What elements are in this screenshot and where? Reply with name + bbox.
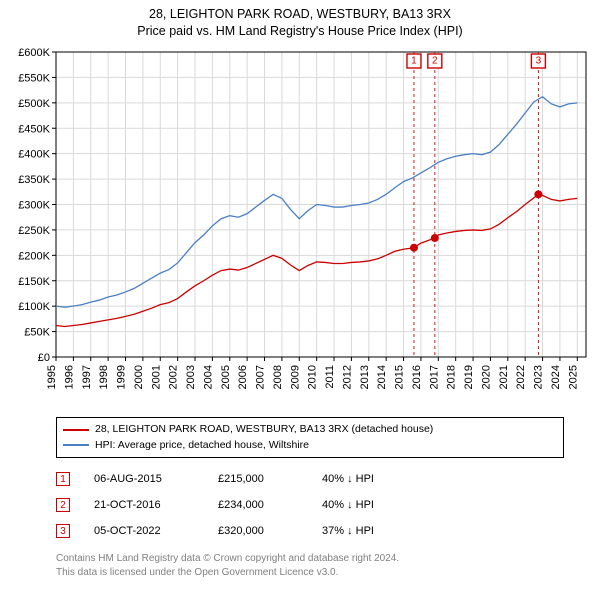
svg-text:2007: 2007 (255, 365, 267, 389)
copyright-line-1: Contains HM Land Registry data © Crown c… (56, 552, 564, 566)
copyright-line-2: This data is licensed under the Open Gov… (56, 566, 564, 580)
event-pct: 37% ↓ HPI (322, 525, 422, 537)
line-chart-svg: £0 £50K £100K £150K £200K £250K £300K £350K £400… (0, 40, 600, 415)
event-row: 1 06-AUG-2015 £215,000 40% ↓ HPI (56, 466, 564, 492)
event-row: 2 21-OCT-2016 £234,000 40% ↓ HPI (56, 492, 564, 518)
event-marker-icon: 3 (56, 524, 70, 538)
legend-item: 28, LEIGHTON PARK ROAD, WESTBURY, BA13 3… (63, 422, 557, 438)
svg-text:£450K: £450K (18, 123, 50, 135)
svg-text:2011: 2011 (324, 365, 336, 389)
svg-text:£400K: £400K (18, 148, 50, 160)
svg-text:2021: 2021 (498, 365, 510, 389)
svg-text:2020: 2020 (480, 365, 492, 389)
svg-text:2006: 2006 (237, 365, 249, 389)
svg-text:2002: 2002 (168, 365, 180, 389)
event-pct: 40% ↓ HPI (322, 473, 422, 485)
svg-text:£550K: £550K (18, 72, 50, 84)
svg-text:2014: 2014 (376, 365, 388, 389)
event-date: 06-AUG-2015 (94, 473, 194, 485)
event-marker-icon: 2 (56, 498, 70, 512)
svg-text:2008: 2008 (272, 365, 284, 389)
svg-text:2023: 2023 (533, 365, 545, 389)
svg-text:2003: 2003 (185, 365, 197, 389)
svg-text:2004: 2004 (202, 365, 214, 389)
svg-text:2024: 2024 (550, 365, 562, 389)
svg-text:2000: 2000 (133, 365, 145, 389)
legend-swatch (63, 429, 89, 431)
event-price: £234,000 (218, 499, 298, 511)
legend-swatch (63, 444, 89, 446)
legend-item: HPI: Average price, detached house, Wilt… (63, 438, 557, 454)
svg-text:2005: 2005 (220, 365, 232, 389)
svg-text:1996: 1996 (63, 365, 75, 389)
svg-text:2015: 2015 (394, 365, 406, 389)
svg-text:£350K: £350K (18, 174, 50, 186)
svg-text:£500K: £500K (18, 98, 50, 110)
copyright-text: Contains HM Land Registry data © Crown c… (56, 552, 564, 579)
svg-text:£600K: £600K (18, 47, 50, 59)
svg-text:£250K: £250K (18, 225, 50, 237)
event-price: £215,000 (218, 473, 298, 485)
title-line-1: 28, LEIGHTON PARK ROAD, WESTBURY, BA13 3… (0, 6, 600, 23)
title-line-2: Price paid vs. HM Land Registry's House … (0, 23, 600, 40)
svg-text:2018: 2018 (446, 365, 458, 389)
svg-text:2016: 2016 (411, 365, 423, 389)
svg-text:£300K: £300K (18, 199, 50, 211)
svg-text:2: 2 (432, 55, 438, 66)
svg-text:2017: 2017 (428, 365, 440, 389)
svg-text:2012: 2012 (341, 365, 353, 389)
svg-text:£100K: £100K (18, 301, 50, 313)
chart-area: £0 £50K £100K £150K £200K £250K £300K £350K £400… (0, 40, 600, 415)
events-table: 1 06-AUG-2015 £215,000 40% ↓ HPI 2 21-OCT-201… (56, 466, 564, 544)
svg-text:1999: 1999 (116, 365, 128, 389)
svg-text:£50K: £50K (24, 326, 50, 338)
svg-text:2019: 2019 (463, 365, 475, 389)
event-marker-icon: 1 (56, 472, 70, 486)
svg-text:1997: 1997 (81, 365, 93, 389)
legend-label: HPI: Average price, detached house, Wilt… (95, 438, 309, 454)
svg-text:1995: 1995 (46, 365, 58, 389)
svg-text:1: 1 (411, 55, 417, 66)
svg-text:2022: 2022 (515, 365, 527, 389)
legend-box: 28, LEIGHTON PARK ROAD, WESTBURY, BA13 3… (56, 417, 564, 459)
svg-text:2025: 2025 (567, 365, 579, 389)
event-price: £320,000 (218, 525, 298, 537)
svg-text:3: 3 (536, 55, 542, 66)
event-row: 3 05-OCT-2022 £320,000 37% ↓ HPI (56, 518, 564, 544)
svg-text:2010: 2010 (307, 365, 319, 389)
svg-text:1998: 1998 (98, 365, 110, 389)
legend-label: 28, LEIGHTON PARK ROAD, WESTBURY, BA13 3… (95, 422, 433, 438)
svg-text:£200K: £200K (18, 250, 50, 262)
event-pct: 40% ↓ HPI (322, 499, 422, 511)
svg-text:2013: 2013 (359, 365, 371, 389)
svg-text:2009: 2009 (289, 365, 301, 389)
svg-text:£150K: £150K (18, 276, 50, 288)
chart-titles: 28, LEIGHTON PARK ROAD, WESTBURY, BA13 3… (0, 0, 600, 40)
event-date: 05-OCT-2022 (94, 525, 194, 537)
event-date: 21-OCT-2016 (94, 499, 194, 511)
svg-text:£0: £0 (38, 352, 50, 364)
svg-text:2001: 2001 (150, 365, 162, 389)
